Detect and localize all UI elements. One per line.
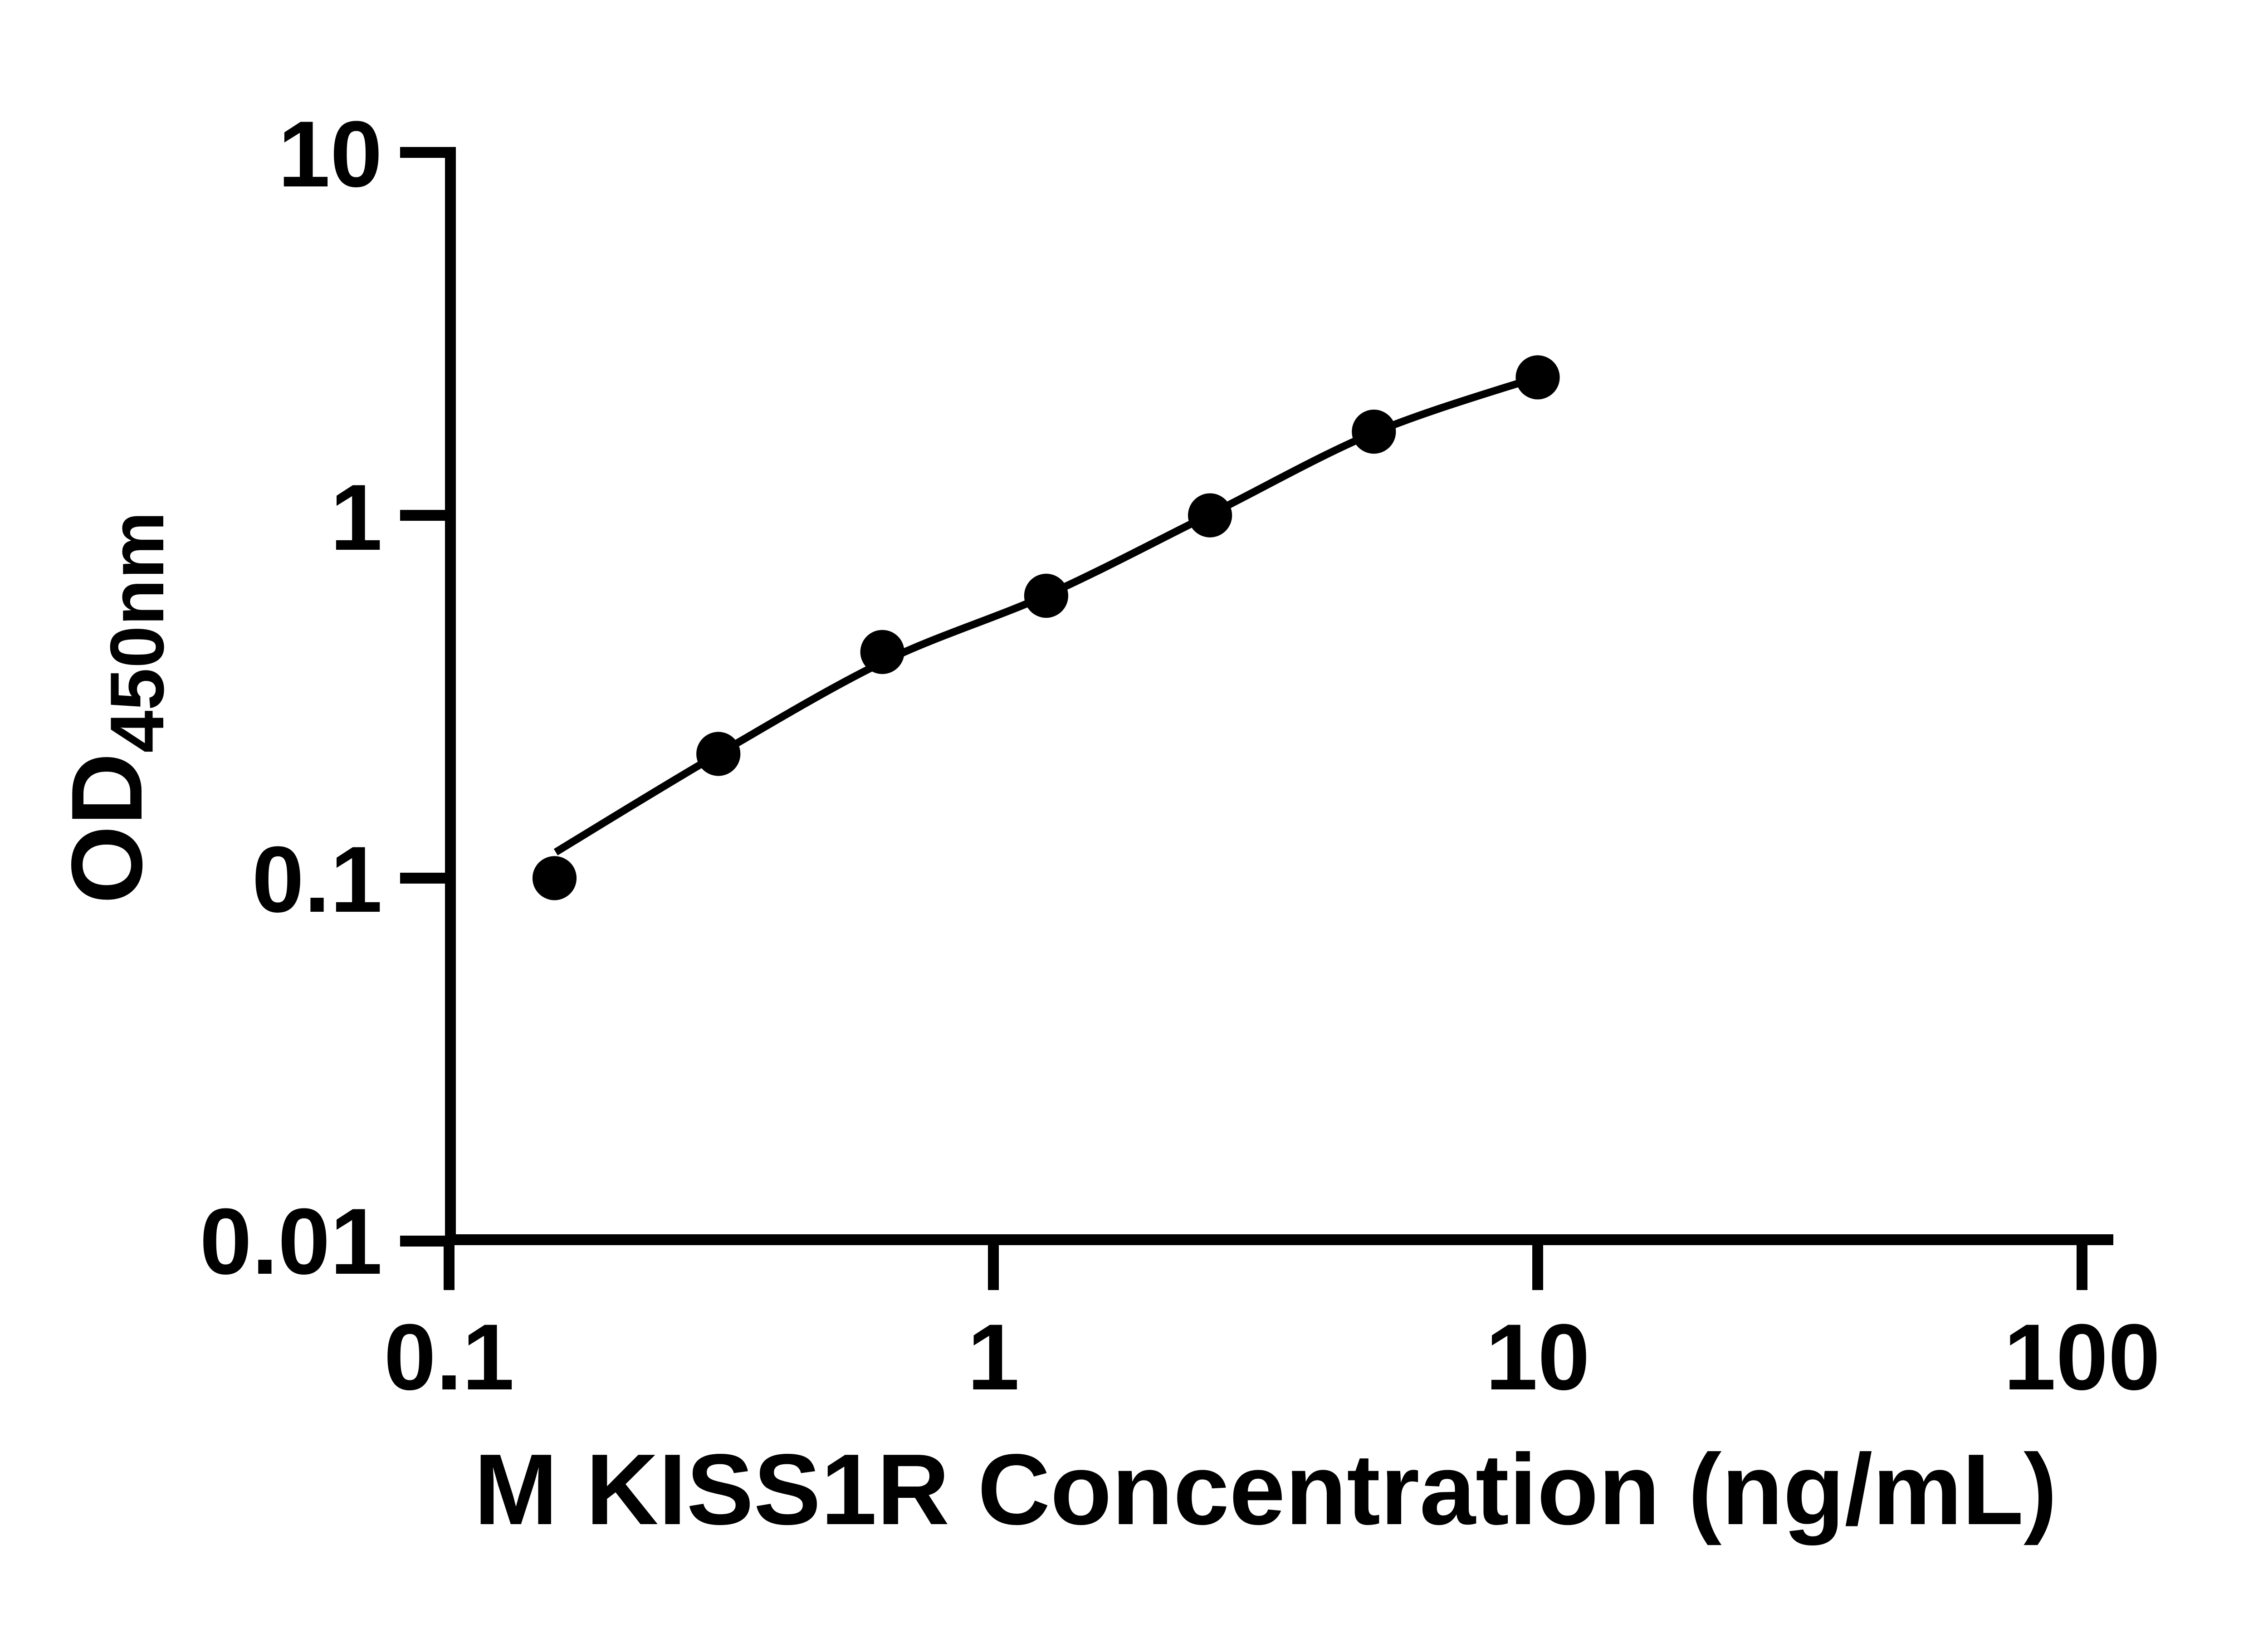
y-axis-title-subscript: 450nm [94, 511, 180, 753]
plot-layer [532, 355, 1560, 900]
x-axis-title: M KISS1R Concentration (ng/mL) [474, 1433, 2057, 1546]
data-point [1024, 573, 1068, 618]
y-tick-label-1: 1 [330, 465, 382, 570]
x-tick-mark [988, 1245, 999, 1290]
y-tick-mark [400, 510, 445, 521]
data-point [696, 732, 741, 776]
x-axis-line [445, 1234, 2113, 1245]
x-tick-mark [1532, 1245, 1543, 1290]
x-tick-mark [444, 1245, 455, 1290]
y-axis-line [445, 147, 456, 1245]
y-tick-label-0-1: 0.1 [252, 827, 382, 932]
y-tick-mark [400, 1236, 445, 1247]
x-tick-mark [2077, 1245, 2087, 1290]
y-tick-label-10: 10 [278, 102, 382, 206]
y-tick-label-0-01: 0.01 [200, 1189, 382, 1294]
x-tick-label-10: 10 [1486, 1305, 1590, 1409]
y-axis-title-main: OD [51, 753, 163, 904]
x-tick-label-0-1: 0.1 [384, 1305, 514, 1409]
axis-ticks [400, 147, 2087, 1290]
data-point [1515, 355, 1560, 400]
y-tick-mark [400, 147, 445, 158]
data-point [860, 630, 904, 674]
data-point [1352, 410, 1396, 454]
data-point [532, 856, 577, 900]
data-point [1188, 493, 1232, 538]
y-tick-mark [400, 872, 445, 884]
y-axis-title: OD450nm [51, 511, 180, 904]
x-tick-label-100: 100 [2004, 1305, 2160, 1409]
x-tick-label-1: 1 [967, 1305, 1019, 1409]
